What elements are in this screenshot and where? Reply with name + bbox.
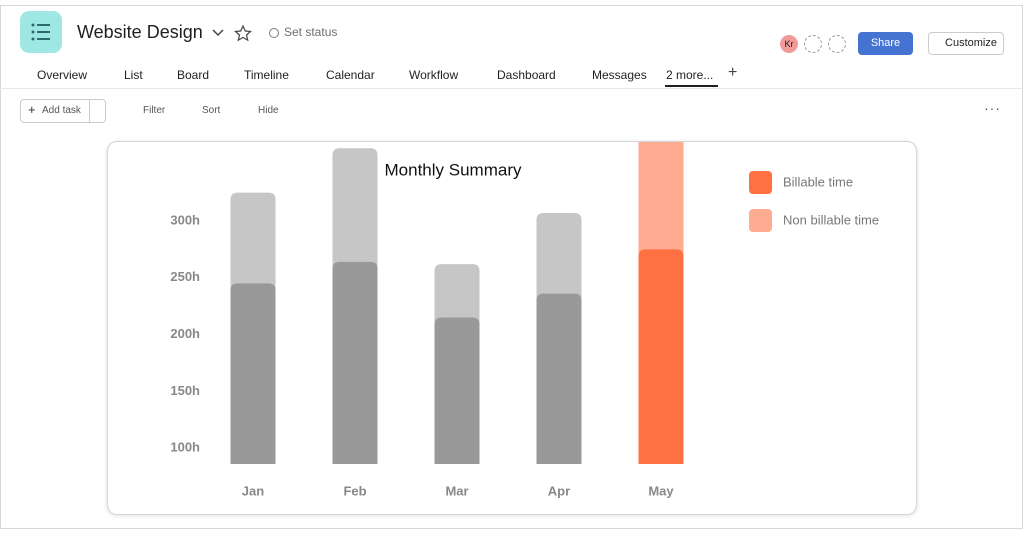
title-icons[interactable] [210,24,255,42]
y-tick-label: 100h [170,440,200,455]
icon-glyph [31,23,50,41]
split [89,99,90,123]
x-tick-label: Mar [445,483,468,498]
more-menu[interactable]: ··· [984,100,1001,116]
share-button[interactable]: Share [858,32,913,55]
bar-segment [230,283,276,464]
x-tick-label: Feb [343,483,366,498]
bar-segment [536,293,582,464]
y-tick-label: 300h [170,212,200,227]
legend-swatch [749,171,772,194]
avatar[interactable]: Kr [780,35,798,53]
avatar-empty[interactable] [804,35,822,53]
window [0,5,1023,529]
plus: + [28,102,36,117]
y-tick-label: 250h [170,269,200,284]
tab[interactable]: Timeline [244,68,289,82]
bar-segment [332,261,378,464]
divider [0,88,1022,89]
add-task-button[interactable] [20,99,106,123]
tab-underline [665,85,718,87]
tab[interactable]: Overview [37,68,88,82]
bar-segment [638,249,684,464]
project-icon [20,11,62,53]
tab[interactable]: Calendar [326,68,375,82]
bar-segment [332,148,378,269]
filter[interactable]: Filter [143,105,166,116]
add-tab[interactable]: + [728,64,738,81]
legend-label: Billable time [783,174,853,189]
hide[interactable]: Hide [258,105,279,116]
tab[interactable]: List [124,68,143,82]
bar-segment [536,213,582,301]
bar-segment [434,264,480,325]
set-status[interactable]: Set status [284,25,338,39]
tab[interactable]: Messages [592,68,647,82]
x-tick-label: Apr [548,483,570,498]
x-tick-label: Jan [242,483,264,498]
tab[interactable]: Dashboard [497,68,556,82]
bar-segment [230,192,276,291]
legend-label: Non billable time [783,212,879,227]
chart-card: Monthly Summary 100h 150h 200h 250h 300h Jan F… [107,123,917,515]
y-tick-label: 200h [170,326,200,341]
tab[interactable]: Board [177,68,210,82]
legend-swatch [749,209,772,232]
tab[interactable]: Workflow [409,68,459,82]
bar-segment [638,123,684,257]
customize-button[interactable]: Customize [928,32,1004,55]
avatar-empty[interactable] [828,35,846,53]
chart: Monthly Summary 100h 150h 200h 250h 300h Jan F… [170,123,879,498]
project-title: Website Design [77,22,203,42]
add-task[interactable]: Add task [42,105,81,116]
bar-segment [434,317,480,464]
status-dot [269,28,279,38]
chart-title: Monthly Summary [385,160,522,179]
y-tick-label: 150h [170,383,200,398]
x-tick-label: May [648,483,674,498]
sort[interactable]: Sort [202,105,221,116]
tab[interactable]: 2 more... [666,68,714,82]
